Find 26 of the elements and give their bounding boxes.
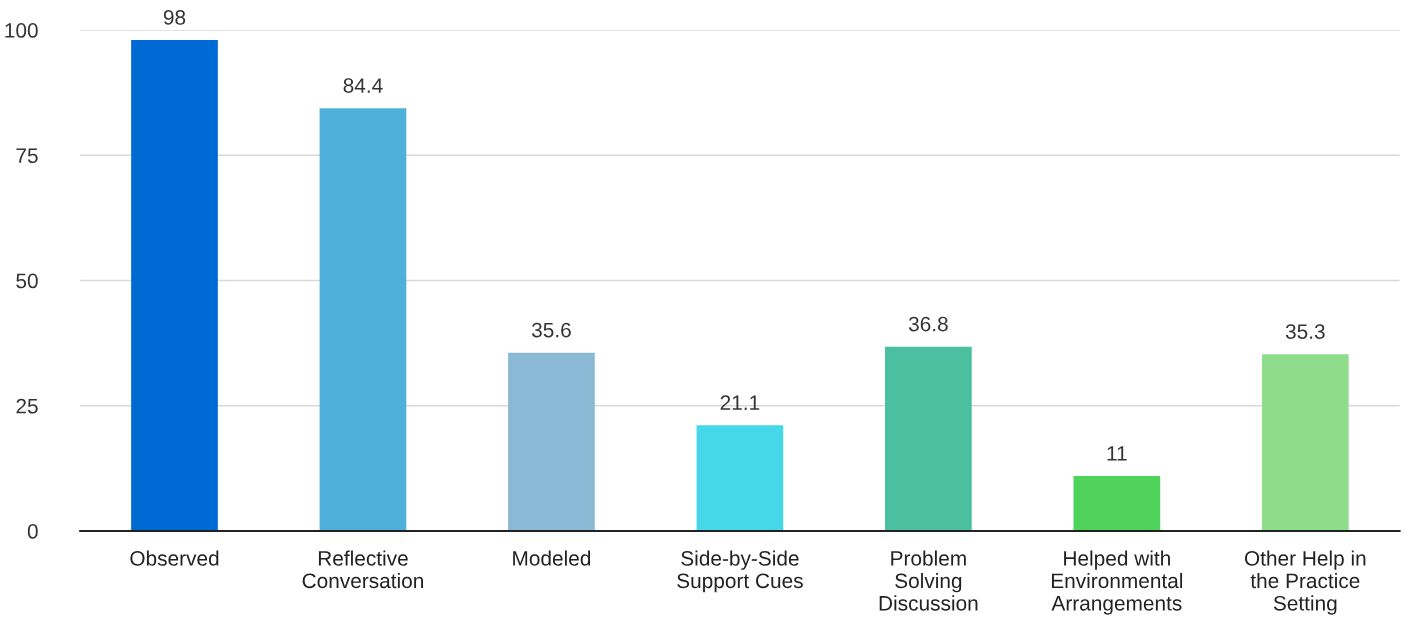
bar — [1261, 354, 1349, 532]
bar — [508, 352, 595, 532]
y-tick-label: 100 — [5, 23, 38, 38]
x-tick-label: Other Help in the Practice Setting — [1244, 550, 1366, 615]
data-label: 21.1 — [720, 395, 760, 410]
y-tick-label: 0 — [27, 524, 38, 539]
bar — [131, 40, 218, 532]
x-tick-label: Side-by-Side Support Cues — [677, 550, 803, 593]
y-tick-label: 50 — [16, 273, 38, 289]
x-tick-label: Helped with Environmental Arrangements — [1051, 550, 1183, 615]
x-tick-label: Modeled — [513, 550, 591, 566]
y-tick-label: 75 — [16, 148, 38, 164]
x-tick-label: Reflective Conversation — [302, 550, 423, 589]
bar — [319, 108, 407, 532]
data-label: 84.4 — [343, 78, 383, 93]
data-label: 35.3 — [1285, 324, 1325, 339]
bar — [696, 425, 784, 532]
data-label: 98 — [163, 10, 186, 25]
data-label: 11 — [1107, 446, 1127, 461]
bar — [1073, 475, 1161, 532]
data-label: 36.8 — [908, 316, 948, 332]
x-tick-label: Observed — [130, 550, 219, 566]
data-label: 35.6 — [531, 322, 571, 338]
bar — [885, 346, 972, 532]
y-tick-label: 25 — [16, 398, 38, 414]
x-tick-label: Problem Solving Discussion — [879, 550, 978, 611]
